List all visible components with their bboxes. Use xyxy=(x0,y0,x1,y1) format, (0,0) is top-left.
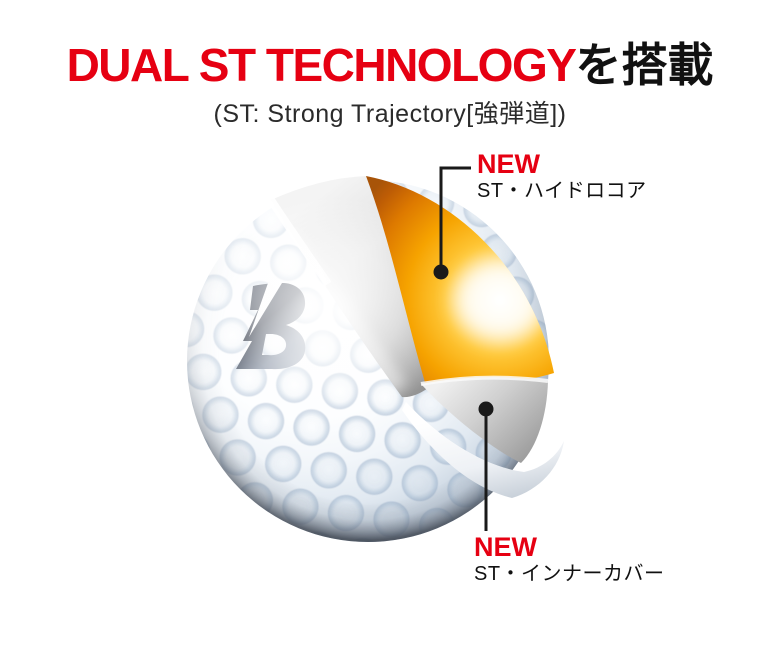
core-callout-line xyxy=(439,166,471,272)
callout-inner-cover: NEW ST・インナーカバー xyxy=(474,533,665,585)
cover-lip xyxy=(402,402,564,498)
page-title-suffix: を搭載 xyxy=(575,39,714,91)
inner-cover-callout-dot xyxy=(478,401,494,417)
core-callout-dot xyxy=(433,264,449,280)
new-badge-inner-cover: NEW xyxy=(474,532,537,562)
inner-cover-rim-highlight xyxy=(420,375,549,386)
header: DUAL ST TECHNOLOGYを搭載 (ST: Strong Trajec… xyxy=(0,42,780,130)
page-title-main: DUAL ST TECHNOLOGY xyxy=(66,39,577,91)
page-title: DUAL ST TECHNOLOGYを搭載 xyxy=(0,42,780,88)
page-subtitle: (ST: Strong Trajectory[強弾道]) xyxy=(213,100,567,128)
core-label: ST・ハイドロコア xyxy=(477,180,647,203)
callout-connectors xyxy=(439,166,488,531)
new-badge-core: NEW xyxy=(477,149,540,179)
inner-cover-label: ST・インナーカバー xyxy=(474,563,665,586)
callout-hydro-core: NEW ST・ハイドロコア xyxy=(477,150,647,202)
